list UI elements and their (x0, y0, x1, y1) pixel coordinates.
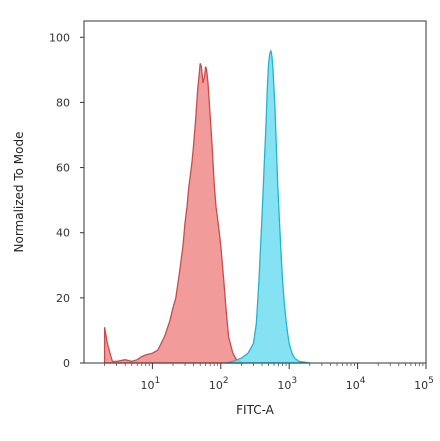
plot-frame (83, 20, 427, 364)
series-layer (103, 50, 310, 364)
x-axis: 101 102 103 104 105 (104, 363, 434, 392)
plot-area (83, 20, 427, 364)
histogram-series-1 (103, 63, 243, 364)
x-tick-label: 105 (414, 376, 434, 392)
y-axis-label: Normalized To Mode (12, 131, 26, 252)
x-tick-label: 102 (209, 376, 229, 392)
x-tick-label: 101 (141, 376, 161, 392)
y-tick-label: 20 (56, 292, 70, 305)
y-tick-label: 0 (63, 357, 70, 370)
y-tick-label: 80 (56, 96, 70, 109)
y-axis: 0 20 40 60 80 100 (49, 31, 84, 370)
histogram-series-2 (226, 50, 310, 364)
y-tick-label: 100 (49, 31, 70, 44)
x-tick-label: 104 (346, 376, 366, 392)
y-tick-label: 40 (56, 227, 70, 240)
y-tick-label: 60 (56, 162, 70, 175)
x-tick-label: 103 (277, 376, 297, 392)
x-axis-label: FITC-A (236, 403, 275, 417)
